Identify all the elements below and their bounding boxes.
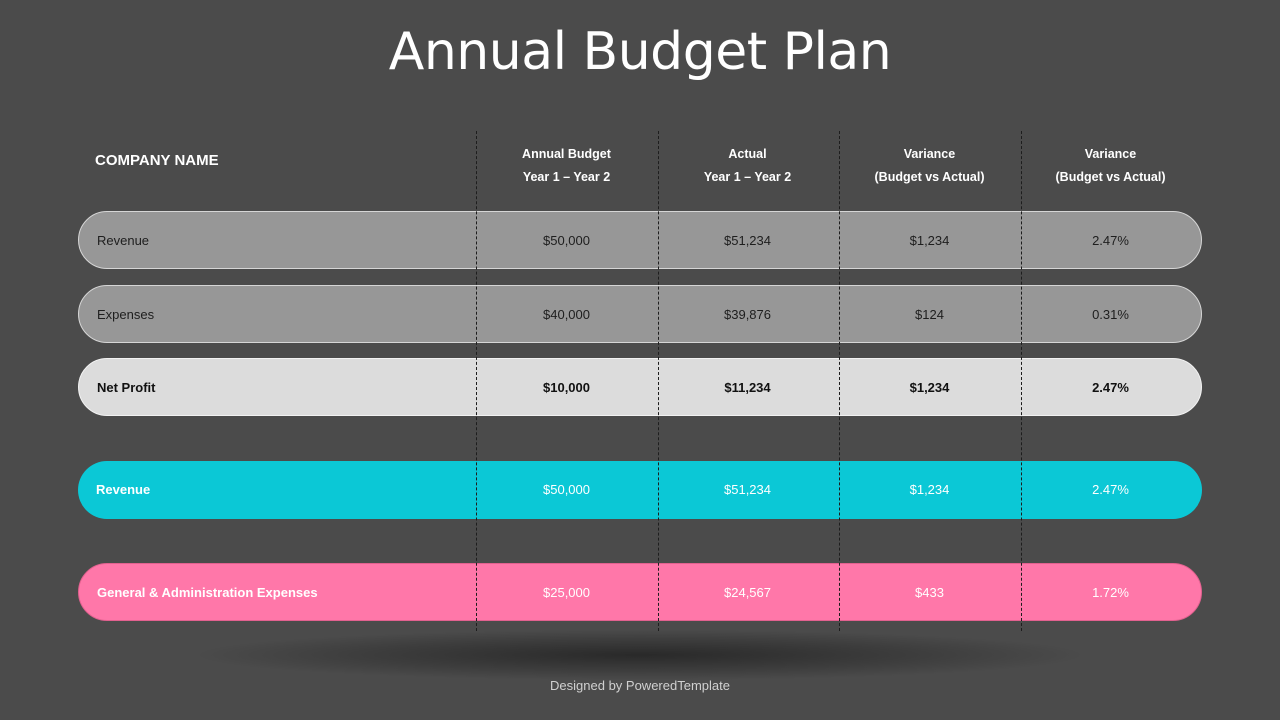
- cell-variance-percent: 2.47%: [1092, 482, 1129, 497]
- cell-actual: $11,234: [724, 380, 771, 395]
- cell-variance-percent: 2.47%: [1092, 380, 1129, 395]
- table-row-net-profit: Net Profit $10,000 $11,234 $1,234 2.47%: [78, 358, 1202, 416]
- cell-actual: $24,567: [724, 585, 771, 600]
- table-row-revenue: Revenue $50,000 $51,234 $1,234 2.47%: [78, 211, 1202, 269]
- company-name-header: COMPANY NAME: [95, 152, 219, 169]
- cell-actual: $51,234: [724, 233, 771, 248]
- column-divider: [1021, 131, 1022, 631]
- cell-variance-percent: 1.72%: [1092, 585, 1129, 600]
- row-label: Revenue: [96, 482, 151, 497]
- cell-variance-percent: 0.31%: [1092, 307, 1129, 322]
- column-header-line2: Year 1 – Year 2: [522, 170, 611, 184]
- table-row-revenue-highlight: Revenue $50,000 $51,234 $1,234 2.47%: [78, 461, 1202, 519]
- cell-annual-budget: $10,000: [543, 380, 590, 395]
- table-row-expenses: Expenses $40,000 $39,876 $124 0.31%: [78, 285, 1202, 343]
- table-row-ga-expenses: General & Administration Expenses $25,00…: [78, 563, 1202, 621]
- cell-annual-budget: $50,000: [543, 233, 590, 248]
- footer-credit: Designed by PoweredTemplate: [550, 678, 730, 693]
- cell-variance-amount: $124: [915, 307, 944, 322]
- column-header-actual: Actual Year 1 – Year 2: [657, 143, 838, 189]
- cell-variance-percent: 2.47%: [1092, 233, 1129, 248]
- cell-actual: $51,234: [724, 482, 771, 497]
- column-header-line1: Annual Budget: [522, 147, 611, 161]
- cell-annual-budget: $25,000: [543, 585, 590, 600]
- column-header-line2: (Budget vs Actual): [1055, 170, 1166, 184]
- column-header-annual-budget: Annual Budget Year 1 – Year 2: [476, 143, 657, 189]
- cell-annual-budget: $40,000: [543, 307, 590, 322]
- cell-variance-amount: $1,234: [909, 482, 950, 497]
- column-divider: [658, 131, 659, 631]
- row-label: General & Administration Expenses: [97, 585, 318, 600]
- column-divider: [476, 131, 477, 631]
- table-shadow: [200, 630, 1080, 680]
- row-label: Net Profit: [97, 380, 156, 395]
- cell-annual-budget: $50,000: [543, 482, 590, 497]
- column-header-line2: Year 1 – Year 2: [703, 170, 792, 184]
- column-header-variance-percent: Variance (Budget vs Actual): [1020, 143, 1201, 189]
- cell-actual: $39,876: [724, 307, 771, 322]
- cell-variance-amount: $1,234: [909, 380, 950, 395]
- page-title: Annual Budget Plan: [388, 22, 892, 82]
- cell-variance-amount: $433: [915, 585, 944, 600]
- column-header-line1: Actual: [728, 147, 767, 161]
- column-header-line1: Variance: [903, 147, 956, 161]
- column-header-variance-amount: Variance (Budget vs Actual): [839, 143, 1020, 189]
- column-header-line2: (Budget vs Actual): [874, 170, 985, 184]
- row-label: Expenses: [97, 307, 155, 322]
- row-label: Revenue: [97, 233, 150, 248]
- column-divider: [839, 131, 840, 631]
- cell-variance-amount: $1,234: [909, 233, 950, 248]
- column-header-line1: Variance: [1084, 147, 1137, 161]
